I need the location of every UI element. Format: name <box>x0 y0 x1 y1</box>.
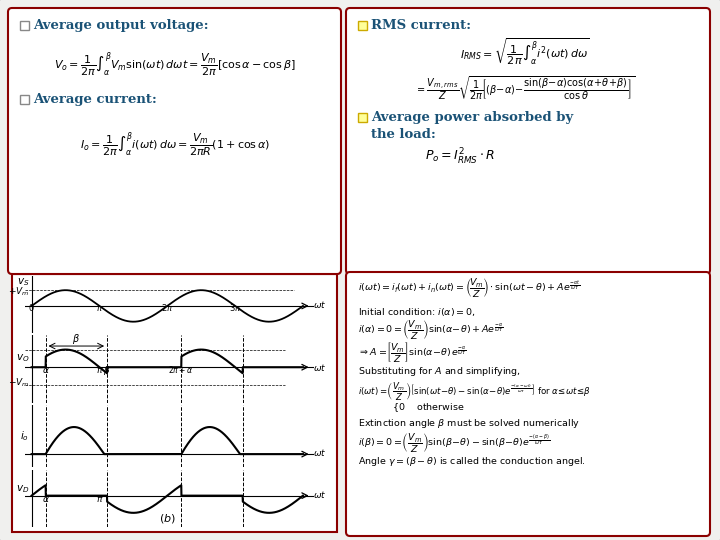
Text: $\beta$: $\beta$ <box>103 364 111 377</box>
Text: $2\pi+\alpha$: $2\pi+\alpha$ <box>168 364 194 375</box>
Text: $I_o=\dfrac{1}{2\pi}\int_{\alpha}^{\beta}i(\omega t)\,d\omega=\dfrac{V_m}{2\pi R: $I_o=\dfrac{1}{2\pi}\int_{\alpha}^{\beta… <box>80 131 270 159</box>
Text: $\pi$: $\pi$ <box>96 367 103 375</box>
Text: Angle $\gamma=(\beta-\theta)$ is called the conduction angel.: Angle $\gamma=(\beta-\theta)$ is called … <box>358 456 585 469</box>
Text: $\omega t$: $\omega t$ <box>312 489 326 500</box>
Text: $-V_m$: $-V_m$ <box>8 377 30 389</box>
FancyBboxPatch shape <box>346 272 710 536</box>
Text: Initial condition: $i(\alpha)=0,$: Initial condition: $i(\alpha)=0,$ <box>358 306 476 318</box>
FancyBboxPatch shape <box>346 8 710 274</box>
Text: Substituting for $A$ and simplifying,: Substituting for $A$ and simplifying, <box>358 366 521 379</box>
Text: RMS current:: RMS current: <box>371 19 471 32</box>
Text: $\omega t$: $\omega t$ <box>312 362 326 373</box>
Text: $\alpha$: $\alpha$ <box>42 495 50 504</box>
Text: $v_D$: $v_D$ <box>16 483 30 495</box>
Bar <box>358 113 367 122</box>
Text: $\Rightarrow A=\!\left[\dfrac{V_m}{Z}\right]\sin(\alpha\!-\!\theta)\,e^{\frac{-\: $\Rightarrow A=\!\left[\dfrac{V_m}{Z}\ri… <box>358 340 467 364</box>
Text: $+V_m$: $+V_m$ <box>8 286 30 298</box>
Text: $3\pi$: $3\pi$ <box>229 302 241 313</box>
Text: Average output voltage:: Average output voltage: <box>33 19 209 32</box>
Text: $V_o=\dfrac{1}{2\pi}\int_{\alpha}^{\beta}V_m\sin(\omega t)\,d\omega t=\dfrac{V_m: $V_o=\dfrac{1}{2\pi}\int_{\alpha}^{\beta… <box>54 51 296 79</box>
Text: $\alpha$: $\alpha$ <box>42 367 50 375</box>
Text: the load:: the load: <box>371 127 436 140</box>
Text: Extinction angle $\beta$ must be solved numerically: Extinction angle $\beta$ must be solved … <box>358 417 580 430</box>
Text: $(b)$: $(b)$ <box>159 512 176 525</box>
FancyBboxPatch shape <box>8 8 341 274</box>
Text: $\omega t$: $\omega t$ <box>312 447 326 458</box>
Text: $i(\beta)=0=\!\left(\dfrac{V_m}{Z}\right)\sin(\beta\!-\!\theta)-\sin(\beta\!-\!\: $i(\beta)=0=\!\left(\dfrac{V_m}{Z}\right… <box>358 430 550 454</box>
Text: $\omega t$: $\omega t$ <box>312 299 326 310</box>
Text: $i(\omega t)=\!\left(\dfrac{V_m}{Z}\right)\left[\sin(\omega t\!-\!\theta)-\sin(\: $i(\omega t)=\!\left(\dfrac{V_m}{Z}\righ… <box>358 381 591 403</box>
Bar <box>12 274 337 532</box>
Text: $2\pi$: $2\pi$ <box>161 302 174 313</box>
Bar <box>20 21 29 30</box>
Text: $0$: $0$ <box>28 302 35 313</box>
Text: $v_O$: $v_O$ <box>16 353 30 364</box>
Text: Average power absorbed by: Average power absorbed by <box>371 111 573 124</box>
Text: Average current:: Average current: <box>33 93 157 106</box>
Bar <box>20 95 29 104</box>
Text: $\pi$: $\pi$ <box>96 495 103 504</box>
Text: $\beta$: $\beta$ <box>72 332 81 346</box>
Text: $\{0\quad$ otherwise: $\{0\quad$ otherwise <box>392 402 464 414</box>
Text: $v_S$: $v_S$ <box>17 276 30 288</box>
Text: $=\dfrac{V_{m,rms}}{Z}\sqrt{\dfrac{1}{2\pi}\!\left[(\beta\!-\!\alpha)\!-\!\dfrac: $=\dfrac{V_{m,rms}}{Z}\sqrt{\dfrac{1}{2\… <box>415 74 635 102</box>
Bar <box>358 21 367 30</box>
Text: $i_o$: $i_o$ <box>20 429 30 443</box>
Text: $i(\alpha)=0=\!\left(\dfrac{V_m}{Z}\right)\sin(\alpha\!-\!\theta)+Ae^{\frac{-\al: $i(\alpha)=0=\!\left(\dfrac{V_m}{Z}\righ… <box>358 319 503 341</box>
Text: $P_o=I_{RMS}^{2}\cdot R$: $P_o=I_{RMS}^{2}\cdot R$ <box>425 147 495 167</box>
Text: $I_{RMS}=\sqrt{\dfrac{1}{2\pi}\int_{\alpha}^{\beta}i^{2}(\omega t)\,d\omega}$: $I_{RMS}=\sqrt{\dfrac{1}{2\pi}\int_{\alp… <box>460 37 590 67</box>
Text: $\pi$: $\pi$ <box>96 305 103 313</box>
Text: $i(\omega t)=i_f(\omega t)+i_n(\omega t)=\left(\!\dfrac{V_m}{Z}\!\right)\cdot\si: $i(\omega t)=i_f(\omega t)+i_n(\omega t)… <box>358 276 580 300</box>
